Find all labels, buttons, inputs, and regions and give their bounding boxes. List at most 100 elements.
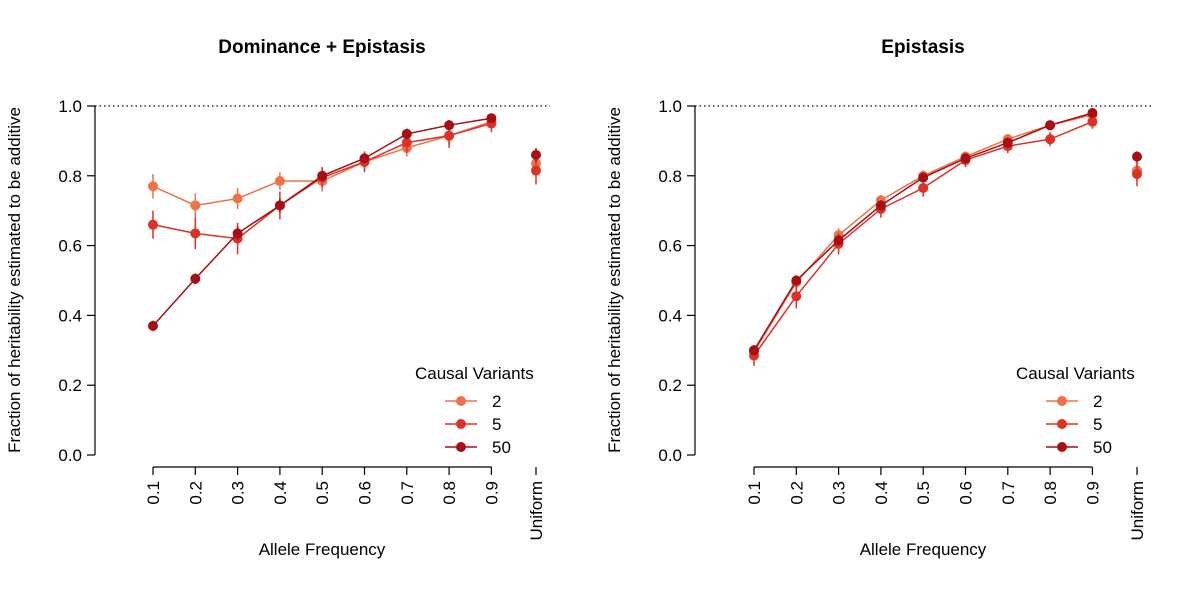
y-tick-label: 0.6 (58, 237, 82, 256)
y-tick-label: 0.4 (658, 306, 682, 325)
data-point (401, 137, 412, 148)
data-point (317, 170, 328, 181)
x-tick-label: 0.9 (482, 481, 501, 505)
data-point (190, 273, 201, 284)
data-point (232, 228, 243, 239)
series-2 (749, 109, 1142, 360)
series-line (152, 120, 492, 207)
legend-label: 5 (1093, 415, 1102, 434)
data-point-uniform (1132, 151, 1142, 162)
data-point (918, 183, 929, 194)
legend-swatch-point (1057, 419, 1067, 429)
x-tick-label: 0.9 (1083, 481, 1102, 505)
legend-label: 50 (492, 438, 511, 457)
data-point (875, 200, 886, 211)
chart-title: Epistasis (881, 37, 964, 58)
series-line (753, 113, 1093, 353)
y-axis-label: Fraction of heritability estimated to be… (605, 107, 624, 453)
x-tick-label: 0.4 (872, 481, 891, 505)
legend: Causal Variants 2 5 50 (415, 364, 534, 457)
series-5 (749, 114, 1142, 367)
x-tick-label: 0.1 (144, 481, 163, 505)
data-point (232, 193, 243, 204)
y-tick-label: 0.2 (658, 376, 682, 395)
series-50 (749, 107, 1142, 356)
legend-swatch-point (456, 396, 466, 406)
data-point (833, 235, 844, 246)
data-point (791, 291, 802, 302)
x-tick-label-uniform: Uniform (1128, 481, 1147, 541)
y-tick-label: 0.8 (58, 167, 82, 186)
x-tick-label: 0.5 (914, 481, 933, 505)
series-line (152, 117, 492, 327)
chart-panel-2: Epistasis 0.0 0.2 0.4 0.6 0.8 1.0 Fraction of h… (605, 37, 1152, 559)
x-tick-label: 0.8 (1041, 481, 1060, 505)
data-point (359, 153, 370, 164)
data-point (1087, 116, 1098, 127)
x-tick-label: 0.8 (440, 481, 459, 505)
data-point (148, 181, 158, 192)
chart-title: Dominance + Epistasis (218, 37, 426, 58)
x-tick-label: 0.2 (787, 481, 806, 505)
series-line (753, 121, 1093, 356)
chart-panel-1: Dominance + Epistasis 0.0 0.2 0.4 0.6 0.8 1.0 F… (5, 37, 550, 559)
data-point (444, 120, 455, 131)
legend-title: Causal Variants (415, 364, 534, 383)
legend-label: 2 (1093, 392, 1102, 411)
data-point (1045, 120, 1056, 131)
data-point (1087, 107, 1098, 118)
legend: Causal Variants 2 5 50 (1016, 364, 1135, 457)
series-50 (148, 113, 541, 332)
legend-label: 50 (1093, 438, 1112, 457)
data-point (444, 130, 455, 141)
x-axis-label: Allele Frequency (860, 540, 987, 559)
x-tick-label: 0.7 (398, 481, 417, 505)
data-point (749, 345, 759, 356)
data-point (148, 320, 158, 331)
data-point (148, 219, 158, 230)
x-tick-label: 0.3 (229, 481, 248, 505)
data-point (401, 128, 412, 139)
data-point (918, 172, 929, 183)
data-point (1002, 137, 1013, 148)
y-tick-label: 0.8 (658, 167, 682, 186)
x-tick-label: 0.6 (356, 481, 375, 505)
x-tick-label-uniform: Uniform (527, 481, 546, 541)
data-point (274, 176, 285, 187)
data-point-uniform (531, 165, 541, 176)
y-tick-label: 0.6 (658, 237, 682, 256)
x-tick-label: 0.4 (271, 481, 290, 505)
data-point (190, 228, 201, 239)
legend-swatch-point (456, 419, 466, 429)
y-tick-label: 0.2 (58, 376, 82, 395)
data-point (1045, 134, 1056, 145)
x-axis-label: Allele Frequency (259, 540, 386, 559)
y-axis-label: Fraction of heritability estimated to be… (5, 107, 24, 453)
x-tick-label: 0.5 (313, 481, 332, 505)
legend-swatch-point (456, 442, 466, 452)
legend-swatch-point (1057, 442, 1067, 452)
data-point (791, 275, 802, 286)
data-point-uniform (531, 149, 541, 160)
x-tick-label: 0.2 (186, 481, 205, 505)
y-tick-label: 1.0 (658, 97, 682, 116)
data-point (960, 153, 971, 164)
series-5 (148, 114, 541, 255)
data-point-uniform (1132, 169, 1142, 180)
x-tick-label: 0.6 (957, 481, 976, 505)
legend-label: 2 (492, 392, 501, 411)
y-tick-label: 0.4 (58, 306, 82, 325)
legend-swatch-point (1057, 396, 1067, 406)
y-tick-label: 1.0 (58, 97, 82, 116)
x-tick-label: 0.1 (745, 481, 764, 505)
legend-label: 5 (492, 415, 501, 434)
legend-title: Causal Variants (1016, 364, 1135, 383)
x-tick-label: 0.3 (830, 481, 849, 505)
series-line (753, 112, 1093, 351)
data-point (274, 200, 285, 211)
data-point (486, 113, 497, 124)
y-tick-label: 0.0 (658, 446, 682, 465)
y-tick-label: 0.0 (58, 446, 82, 465)
